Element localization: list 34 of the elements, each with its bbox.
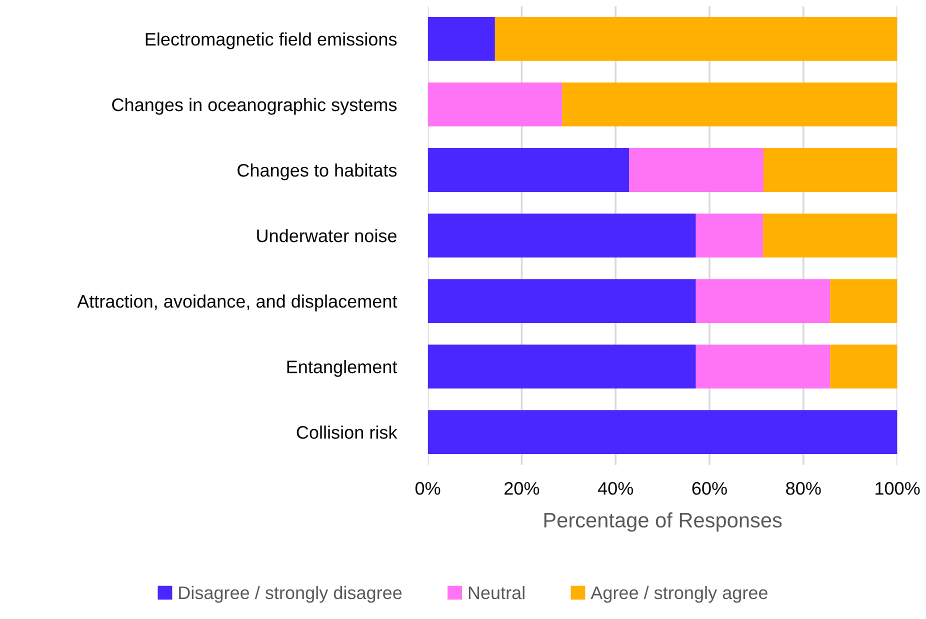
bar	[696, 344, 830, 389]
bar	[696, 214, 764, 258]
bar	[830, 344, 898, 389]
x-tick-label: 60%	[692, 482, 727, 495]
legend-label: Agree / strongly agree	[590, 586, 768, 603]
y-tick-label: Attraction, avoidance, and displacement	[77, 294, 398, 312]
y-tick-label: Changes to habitats	[238, 163, 397, 180]
bar	[494, 17, 898, 61]
x-tick-label: 0%	[415, 482, 440, 495]
legend-label: Disagree / strongly disagree	[179, 586, 402, 603]
x-tick-label: 40%	[598, 482, 634, 495]
bar	[428, 410, 898, 454]
bar	[428, 344, 696, 389]
y-tick-label: Electromagnetic field emissions	[146, 32, 397, 50]
bar	[763, 214, 898, 258]
y-tick-label: Entanglement	[287, 360, 398, 377]
bar	[428, 82, 562, 126]
y-tick-label: Changes in oceanographic systems	[112, 98, 397, 115]
bar	[562, 82, 898, 126]
x-tick-label: 20%	[504, 482, 540, 495]
x-tick-label: 100%	[876, 482, 920, 495]
bar	[428, 214, 696, 258]
bar	[428, 17, 495, 61]
bar	[830, 279, 898, 324]
legend-label: Neutral	[468, 586, 524, 600]
bar	[763, 148, 898, 192]
bar	[696, 279, 830, 324]
bar	[428, 148, 630, 192]
bar	[629, 148, 764, 192]
y-tick-label: Collision risk	[296, 426, 398, 439]
y-tick-label: Underwater noise	[257, 228, 396, 242]
x-axis-title: Percentage of Responses	[544, 512, 782, 532]
bar	[428, 279, 696, 324]
x-tick-label: 80%	[786, 482, 821, 495]
